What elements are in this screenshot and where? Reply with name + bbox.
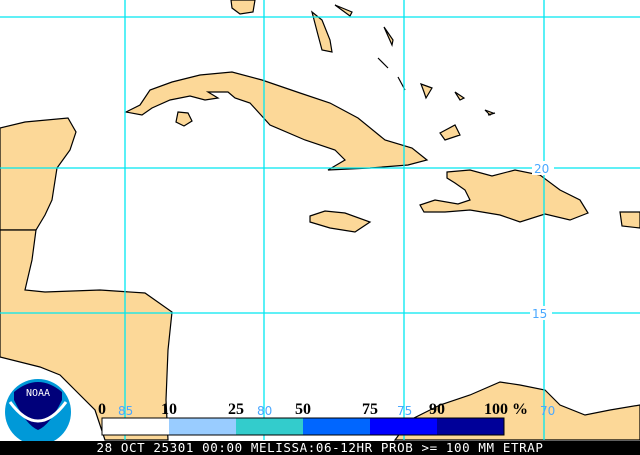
bahamas	[310, 4, 496, 141]
map-caption: 28 OCT 25301 00:00 MELISSA:06-12HR PROB …	[0, 441, 640, 455]
colorbar-outline	[101, 417, 505, 436]
hispaniola	[419, 169, 589, 223]
noaa-logo: NOAA	[5, 379, 71, 445]
colorbar-segment	[437, 418, 504, 435]
jamaica	[309, 210, 372, 233]
colorbar-segment	[236, 418, 303, 435]
lon-label-80: 80	[257, 404, 272, 418]
colorbar-segment	[102, 418, 169, 435]
colorbar-label: 75	[362, 401, 378, 418]
colorbar-segment	[370, 418, 437, 435]
lon-label-85: 85	[118, 404, 133, 418]
colorbar-label: 10	[161, 401, 177, 418]
colorbar-segment	[303, 418, 370, 435]
lat-label-15: 15	[532, 307, 547, 321]
colorbar-label: 0	[98, 401, 106, 418]
lat-lon-grid: 20 15 85 80 75 70	[0, 0, 640, 440]
colorbar-unit: %	[512, 401, 528, 418]
logo-text: NOAA	[26, 388, 50, 399]
lat-label-20: 20	[534, 162, 549, 176]
isla-de-la-juventud	[175, 111, 193, 127]
colorbar-label: 50	[295, 401, 311, 418]
florida-keys	[230, 0, 256, 15]
lon-label-75: 75	[397, 404, 412, 418]
colorbar: 0 10 25 50 75 90 100%	[98, 401, 528, 436]
cuba	[124, 71, 429, 171]
lon-label-70: 70	[540, 404, 555, 418]
yucatan	[0, 117, 77, 231]
colorbar-label: 25	[228, 401, 244, 418]
colorbar-segment	[169, 418, 236, 435]
colorbar-label: 100	[484, 401, 508, 418]
central-america	[0, 229, 173, 441]
colorbar-label: 90	[429, 401, 445, 418]
puerto-rico	[619, 211, 640, 229]
